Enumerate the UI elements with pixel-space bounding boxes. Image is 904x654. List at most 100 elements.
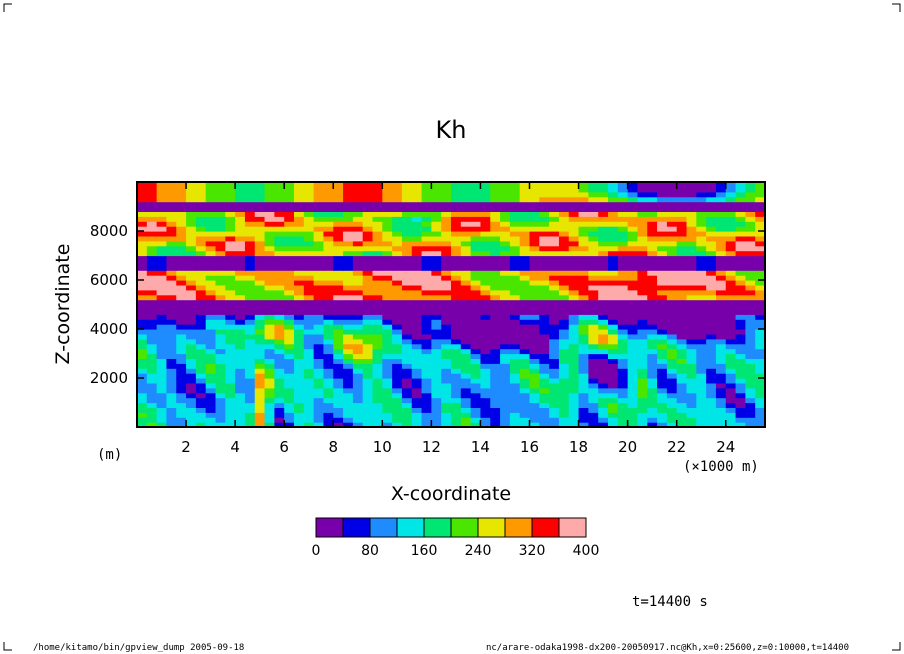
heatmap-cell — [186, 284, 197, 291]
heatmap-cell — [411, 378, 423, 384]
heatmap-cell — [323, 255, 334, 261]
heatmap-cell — [588, 397, 599, 404]
heatmap-cell — [244, 304, 256, 310]
heatmap-cell — [176, 412, 187, 418]
heatmap-cell — [470, 275, 482, 281]
heatmap-cell — [176, 329, 187, 335]
heatmap-cell — [244, 407, 256, 413]
heatmap-cell — [431, 211, 442, 217]
heatmap-cell — [568, 294, 580, 301]
heatmap-cell — [235, 191, 246, 198]
heatmap-cell — [657, 382, 668, 389]
heatmap-cell — [686, 353, 697, 359]
heatmap-cell — [519, 186, 531, 193]
heatmap-cell — [500, 201, 511, 208]
heatmap-cell — [460, 250, 472, 257]
heatmap-cell — [264, 353, 275, 359]
heatmap-cell — [205, 186, 217, 193]
heatmap-cell — [303, 216, 315, 222]
heatmap-cell — [568, 255, 580, 261]
heatmap-cell — [431, 226, 442, 232]
heatmap-cell — [706, 338, 717, 345]
heatmap-cell — [303, 275, 315, 281]
heatmap-cell — [195, 221, 207, 227]
heatmap-cell — [617, 343, 629, 350]
heatmap-cell — [146, 245, 158, 252]
heatmap-cell — [401, 402, 413, 408]
heatmap-cell — [284, 191, 295, 198]
heatmap-cell — [166, 324, 177, 330]
heatmap-cell — [254, 221, 266, 227]
heatmap-cell — [274, 245, 285, 252]
heatmap-cell — [519, 387, 531, 394]
heatmap-cell — [706, 353, 717, 359]
heatmap-cell — [657, 211, 668, 217]
heatmap-cell — [166, 196, 177, 203]
heatmap-cell — [441, 289, 452, 296]
heatmap-cell — [323, 353, 334, 359]
heatmap-cell — [676, 368, 688, 374]
heatmap-cell — [657, 412, 668, 418]
heatmap-cell — [333, 343, 344, 350]
heatmap-cell — [451, 275, 462, 281]
heatmap-cell — [578, 363, 589, 369]
heatmap-cell — [451, 417, 462, 423]
heatmap-cell — [470, 265, 482, 271]
heatmap-cell — [372, 324, 383, 330]
heatmap-cell — [274, 358, 285, 364]
heatmap-cell — [637, 387, 648, 394]
heatmap-cell — [578, 392, 589, 399]
heatmap-cell — [303, 284, 315, 291]
heatmap-cell — [205, 343, 217, 350]
heatmap-cell — [627, 397, 639, 404]
heatmap-cell — [254, 363, 266, 369]
heatmap-cell — [500, 250, 511, 257]
heatmap-cell — [470, 368, 482, 374]
heatmap-cell — [715, 265, 727, 271]
heatmap-cell — [303, 231, 315, 237]
heatmap-cell — [411, 417, 423, 423]
heatmap-cell — [235, 402, 246, 408]
heatmap-cell — [166, 294, 177, 301]
heatmap-cell — [225, 265, 236, 271]
heatmap-cell — [588, 211, 599, 217]
heatmap-cell — [244, 338, 256, 345]
heatmap-cell — [264, 304, 275, 310]
heatmap-cell — [352, 422, 364, 428]
heatmap-cell — [382, 191, 393, 198]
heatmap-cell — [441, 397, 452, 404]
heatmap-cell — [431, 368, 442, 374]
heatmap-cell — [549, 265, 560, 271]
heatmap-cell — [244, 368, 256, 374]
heatmap-cell — [352, 255, 364, 261]
heatmap-cell — [666, 412, 678, 418]
heatmap-cell — [323, 314, 334, 320]
heatmap-cell — [745, 348, 756, 355]
heatmap-cell — [225, 314, 236, 320]
x-tick-label: 10 — [373, 438, 392, 456]
heatmap-cell — [480, 240, 491, 247]
heatmap-cell — [421, 304, 432, 310]
heatmap-cell — [519, 378, 531, 384]
heatmap-cell — [352, 417, 364, 423]
heatmap-cell — [715, 201, 727, 208]
heatmap-cell — [421, 412, 432, 418]
heatmap-cell — [166, 182, 177, 188]
heatmap-cell — [539, 284, 550, 291]
heatmap-cell — [254, 275, 266, 281]
heatmap-cell — [421, 235, 432, 242]
heatmap-cell — [657, 231, 668, 237]
heatmap-cell — [343, 240, 354, 247]
heatmap-cell — [608, 196, 619, 203]
heatmap-cell — [392, 363, 403, 369]
heatmap-cell — [362, 353, 374, 359]
heatmap-cell — [549, 270, 560, 276]
heatmap-cell — [294, 382, 305, 389]
heatmap-cell — [686, 235, 697, 242]
heatmap-cell — [617, 407, 629, 413]
heatmap-cell — [244, 363, 256, 369]
heatmap-cell — [755, 299, 766, 306]
heatmap-cell — [294, 324, 305, 330]
heatmap-cell — [647, 221, 658, 227]
